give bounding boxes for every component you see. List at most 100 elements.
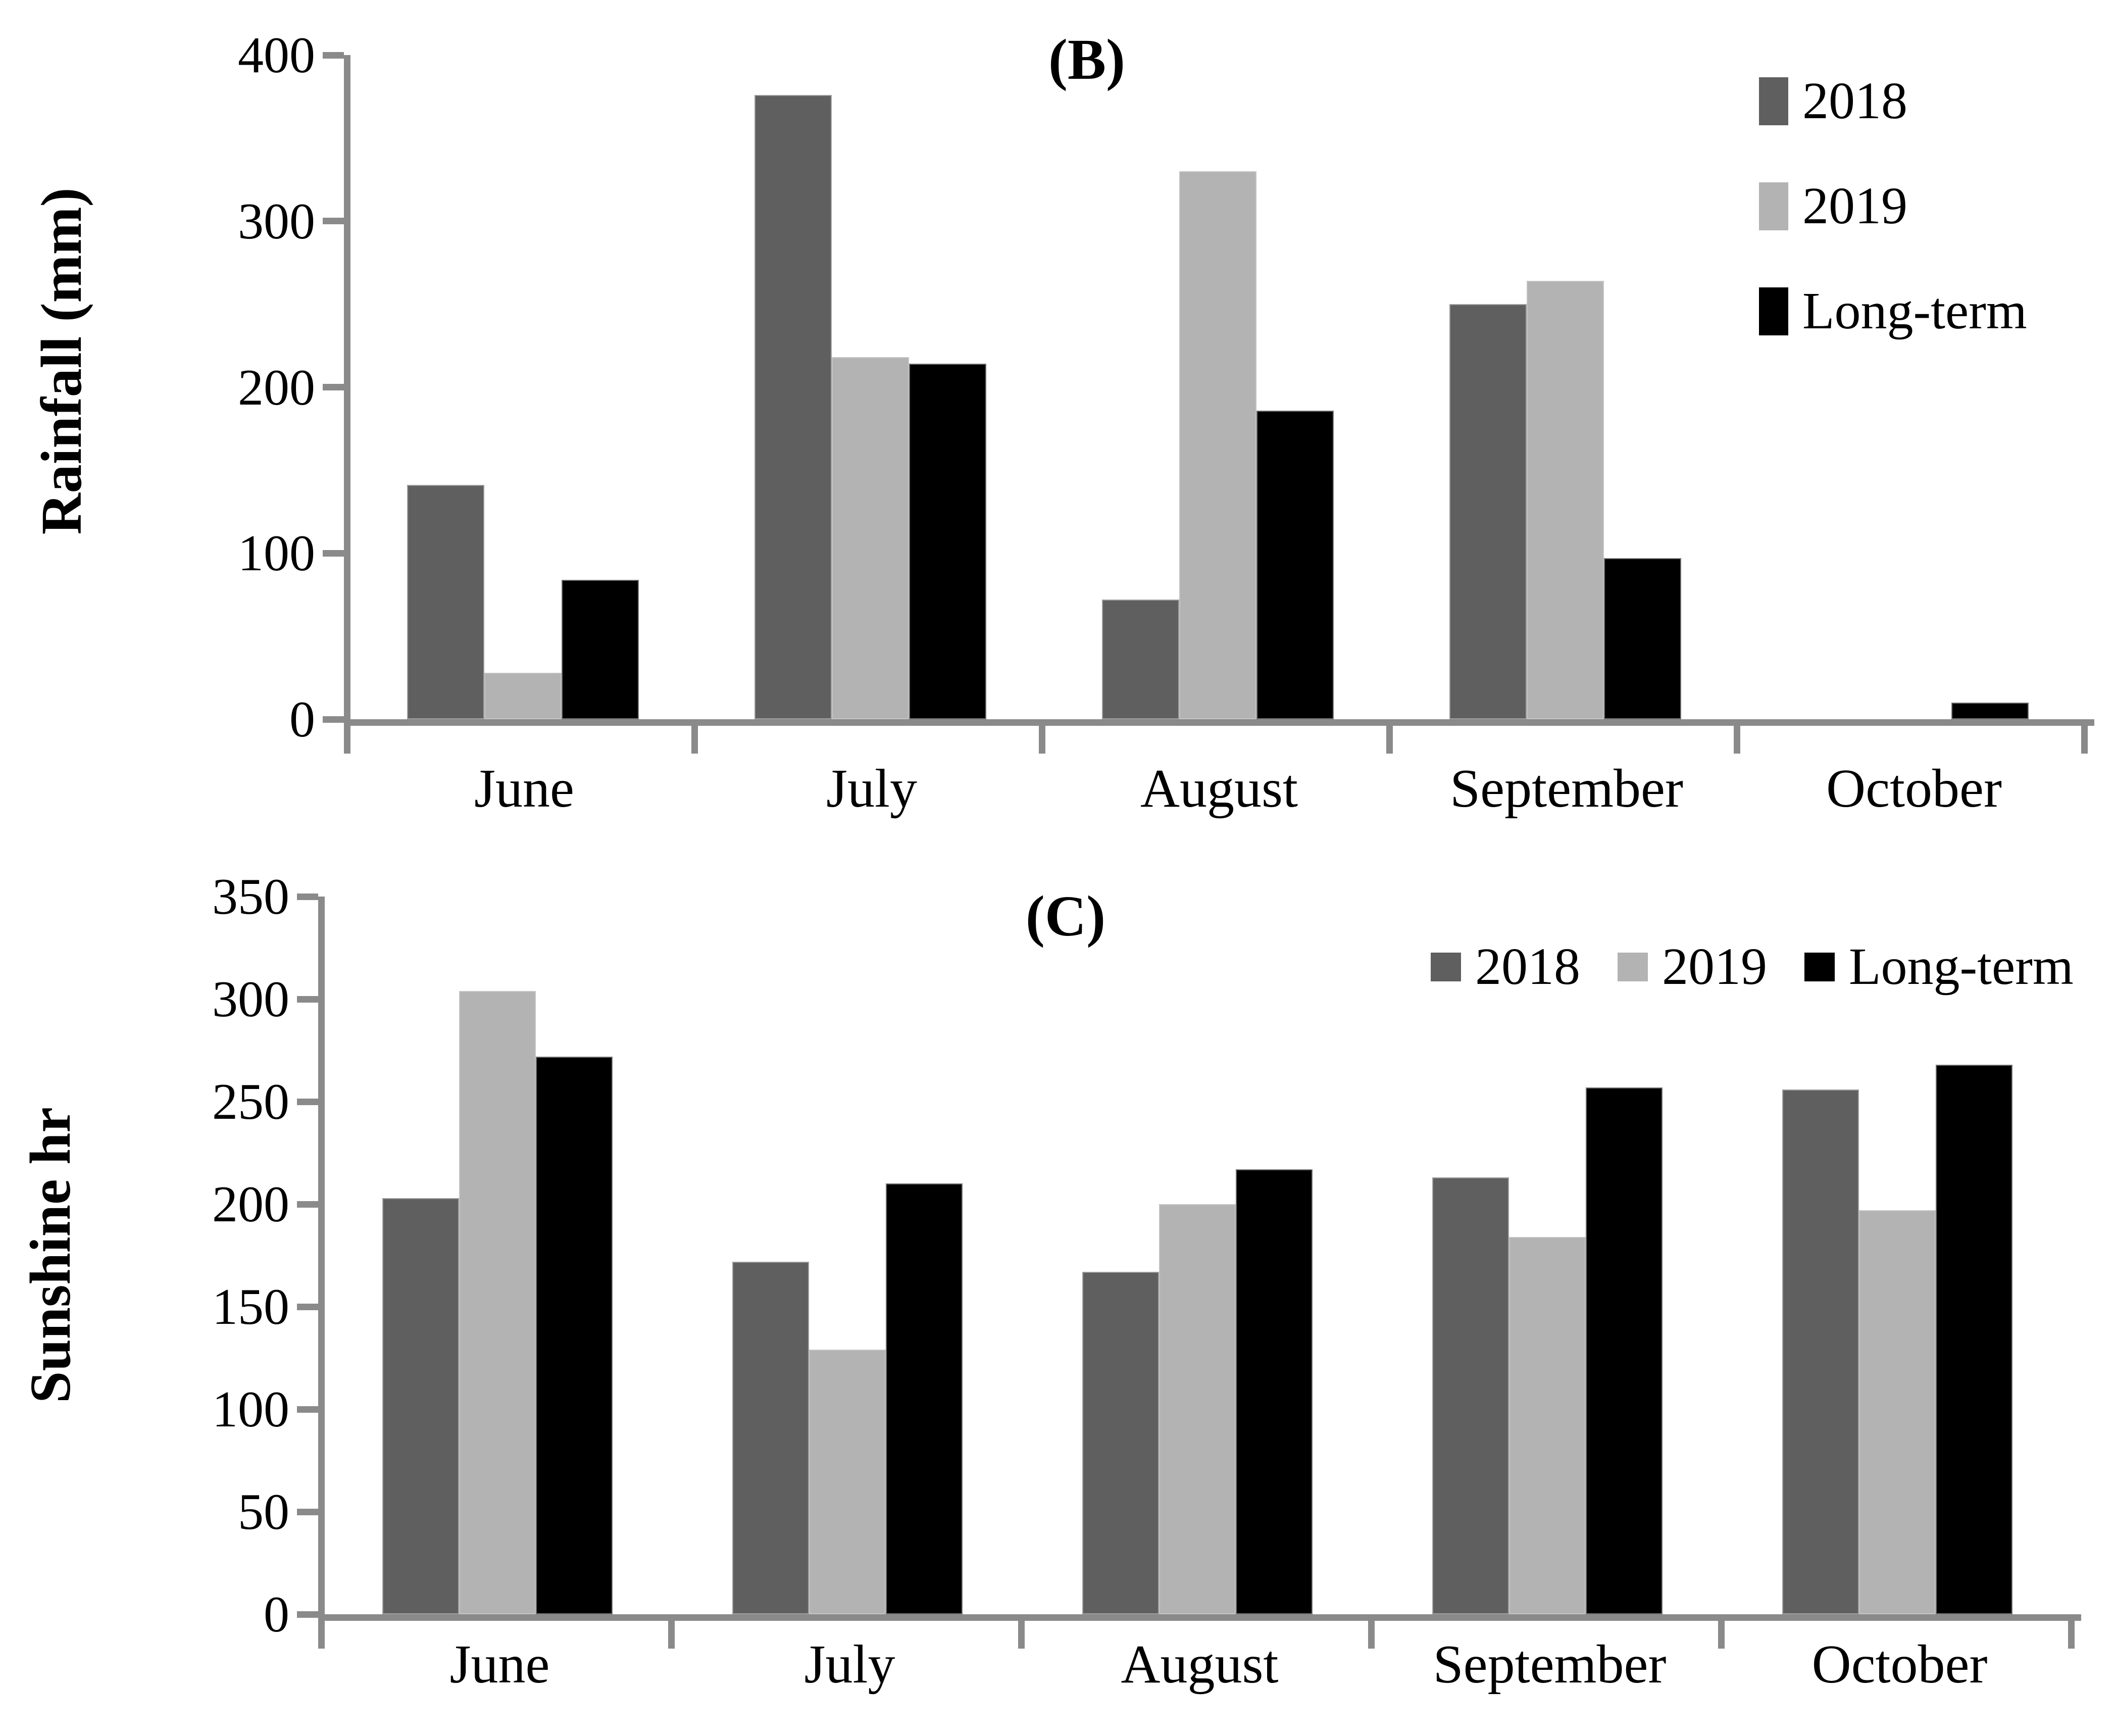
x-tick-mark: [1718, 1621, 1725, 1649]
bar-july-2018: [754, 95, 832, 719]
y-tick-mark: [297, 996, 318, 1003]
bar-october-long-term: [1936, 1065, 2012, 1614]
chart-c-title: (C): [1025, 884, 1106, 948]
y-tick-label: 350: [212, 868, 289, 925]
legend-label-long-term: Long-term: [1849, 937, 2074, 996]
legend-label-2018: 2018: [1802, 72, 1907, 130]
x-tick-mark: [1386, 726, 1393, 754]
bar-june-long-term: [562, 580, 639, 719]
bar-september-2019: [1527, 281, 1604, 719]
bar-august-2019: [1179, 171, 1256, 719]
y-tick-mark: [323, 716, 344, 723]
y-tick-label: 100: [212, 1381, 289, 1438]
y-axis-line: [344, 55, 350, 726]
bar-july-long-term: [886, 1183, 963, 1614]
legend-label-long-term: Long-term: [1802, 282, 2027, 340]
bar-july-2018: [732, 1262, 809, 1614]
y-tick-mark: [297, 1508, 318, 1515]
bar-october-2019: [1859, 1210, 1936, 1614]
x-tick-mark: [1368, 1621, 1375, 1649]
bar-august-2019: [1159, 1204, 1236, 1614]
y-tick-mark: [323, 218, 344, 225]
x-axis-label-june: June: [474, 759, 574, 819]
bar-september-long-term: [1604, 558, 1681, 719]
legend-label-2018: 2018: [1475, 937, 1580, 996]
x-tick-mark: [1039, 726, 1045, 754]
legend-swatch-long-term: [1759, 287, 1788, 335]
y-tick-mark: [297, 1201, 318, 1208]
x-axis-label-july: July: [826, 759, 918, 819]
y-tick-label: 200: [212, 1176, 289, 1233]
y-tick-mark: [297, 1406, 318, 1413]
bar-october-long-term: [1951, 703, 2029, 719]
x-axis-label-september: September: [1433, 1634, 1667, 1695]
legend-swatch-long-term: [1804, 952, 1835, 981]
bar-august-2018: [1102, 600, 1179, 719]
bar-september-2019: [1509, 1237, 1586, 1614]
bar-september-2018: [1449, 304, 1527, 719]
x-axis-line: [344, 719, 2094, 726]
legend-item-long-term: Long-term: [1759, 285, 2027, 337]
bar-august-long-term: [1236, 1169, 1313, 1614]
chart-c-y-axis-title: Sunshine hr: [18, 1107, 82, 1404]
bar-september-2018: [1432, 1177, 1509, 1614]
y-tick-mark: [297, 1303, 318, 1310]
x-tick-mark: [1018, 1621, 1025, 1649]
chart-c-legend: 2018 2019 Long-term: [1431, 940, 2074, 993]
x-axis-label-october: October: [1811, 1634, 1988, 1695]
y-tick-mark: [297, 893, 318, 900]
bar-june-2018: [407, 485, 484, 719]
y-tick-label: 300: [212, 971, 289, 1028]
y-tick-label: 100: [238, 525, 315, 582]
y-tick-label: 250: [212, 1073, 289, 1130]
legend-item-long-term: Long-term: [1804, 940, 2074, 993]
x-axis-label-october: October: [1826, 759, 2002, 819]
y-tick-label: 300: [238, 192, 315, 250]
y-tick-mark: [323, 52, 344, 59]
legend-swatch-2019: [1618, 952, 1648, 981]
legend-item-2019: 2019: [1618, 940, 1767, 993]
x-tick-mark: [1734, 726, 1740, 754]
x-axis-label-july: July: [804, 1634, 895, 1695]
x-axis-label-june: June: [449, 1634, 550, 1695]
y-tick-mark: [323, 550, 344, 557]
legend-item-2018: 2018: [1431, 940, 1580, 993]
bar-june-2018: [382, 1198, 459, 1614]
bar-august-long-term: [1256, 411, 1334, 719]
legend-swatch-2018: [1759, 77, 1788, 125]
x-axis-label-september: September: [1450, 759, 1683, 819]
bar-july-2019: [832, 357, 909, 719]
legend-label-2019: 2019: [1662, 937, 1767, 996]
legend-swatch-2019: [1759, 182, 1788, 230]
bar-august-2018: [1082, 1272, 1159, 1614]
y-tick-label: 150: [212, 1278, 289, 1335]
legend-label-2019: 2019: [1802, 177, 1907, 235]
y-tick-label: 0: [264, 1586, 289, 1643]
bar-october-2018: [1782, 1089, 1859, 1614]
chart-b-title: (B): [1048, 27, 1125, 91]
bar-july-long-term: [909, 364, 986, 719]
y-tick-mark: [297, 1098, 318, 1105]
bar-june-2019: [484, 673, 562, 719]
x-tick-mark: [691, 726, 698, 754]
bar-june-2019: [459, 991, 536, 1614]
bar-june-long-term: [536, 1057, 613, 1614]
y-tick-mark: [323, 384, 344, 390]
x-tick-mark: [318, 1621, 325, 1649]
chart-b-legend: 2018 2019 Long-term: [1759, 75, 2027, 337]
x-tick-mark: [2068, 1621, 2075, 1649]
bar-july-2019: [809, 1350, 886, 1614]
legend-swatch-2018: [1431, 952, 1461, 981]
y-tick-mark: [297, 1611, 318, 1618]
x-tick-mark: [2081, 726, 2088, 754]
y-tick-label: 50: [238, 1483, 289, 1541]
y-tick-label: 400: [238, 27, 315, 84]
x-tick-mark: [344, 726, 350, 754]
y-tick-label: 0: [289, 691, 315, 748]
bar-september-long-term: [1586, 1087, 1663, 1614]
legend-item-2019: 2019: [1759, 180, 2027, 232]
y-tick-label: 200: [238, 359, 315, 416]
x-axis-line: [318, 1614, 2081, 1621]
x-axis-label-august: August: [1121, 1634, 1279, 1695]
